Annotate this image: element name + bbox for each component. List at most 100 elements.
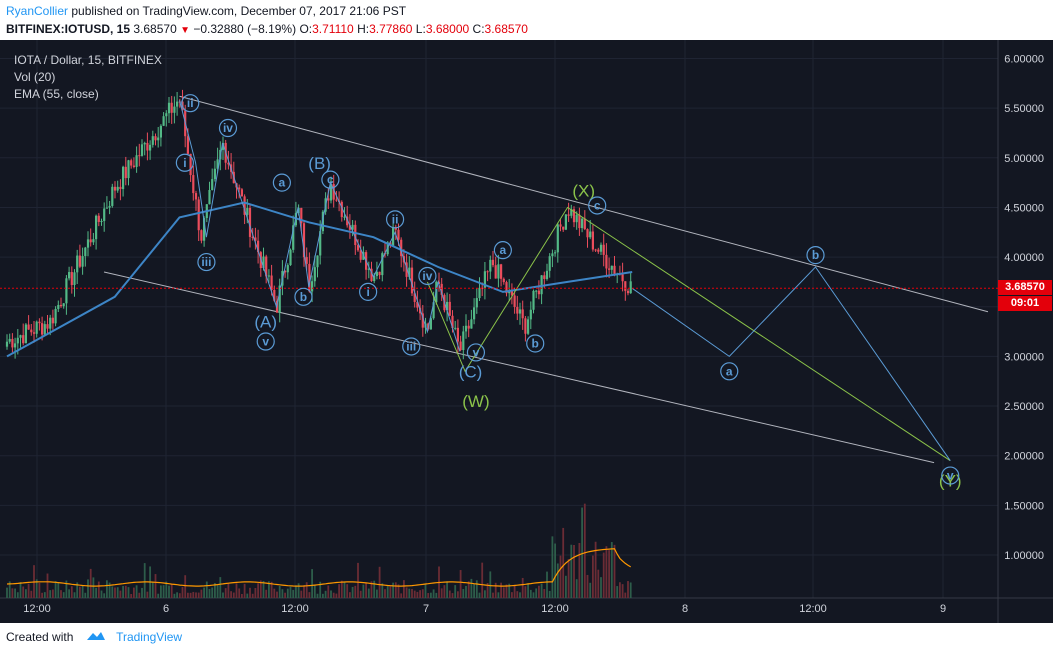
- candle-body: [429, 318, 432, 330]
- volume-bar: [381, 583, 384, 598]
- volume-bar: [508, 583, 511, 598]
- volume-bar: [173, 593, 176, 598]
- volume-bar: [502, 587, 505, 598]
- wave-label-circle: [385, 210, 405, 229]
- candle-body: [273, 289, 276, 301]
- wave-label-iii: iii: [201, 255, 211, 269]
- volume-bar: [427, 593, 430, 598]
- wave-label-circle: [526, 334, 545, 353]
- volume-bar: [54, 581, 57, 598]
- volume-bar: [405, 587, 408, 598]
- candle-body: [122, 166, 125, 190]
- candle-body: [524, 318, 527, 334]
- volume-bar: [359, 590, 362, 598]
- candle-body: [583, 218, 586, 230]
- wave-label-Y: (Y): [939, 472, 962, 491]
- candle-body: [613, 265, 616, 274]
- volume-bar: [178, 593, 181, 598]
- tradingview-link[interactable]: TradingView: [116, 630, 183, 644]
- volume-bar: [311, 569, 313, 598]
- footer: Created with TradingView: [6, 630, 182, 645]
- candle-body: [103, 208, 106, 221]
- bar-countdown-tag: 09:01: [998, 296, 1052, 312]
- wave-label-circle: [466, 343, 486, 362]
- candle-body: [127, 160, 130, 179]
- volume-bar: [354, 585, 357, 598]
- volume-bar: [432, 589, 435, 598]
- volume-bar: [281, 589, 284, 598]
- time-tick-label: 12:00: [23, 603, 51, 615]
- volume-bar: [313, 584, 316, 598]
- volume-bar: [262, 580, 265, 598]
- volume-bar: [303, 585, 305, 598]
- time-tick-label: 7: [423, 603, 429, 615]
- candle-body: [130, 160, 133, 166]
- volume-bar: [357, 562, 359, 598]
- volume-bar: [492, 592, 494, 598]
- volume-bar: [527, 583, 529, 598]
- author-link[interactable]: RyanCollier: [6, 4, 69, 18]
- volume-bar: [273, 588, 276, 598]
- volume-bar: [589, 582, 592, 598]
- candle-body: [397, 229, 400, 240]
- volume-bar: [111, 586, 114, 598]
- volume-bar: [243, 583, 246, 598]
- volume-bar: [265, 589, 268, 598]
- volume-bar: [365, 582, 367, 598]
- candle-body: [257, 240, 260, 253]
- candle-body: [138, 155, 141, 157]
- candle-body: [467, 325, 470, 329]
- volume-bar: [57, 582, 60, 598]
- volume-bar: [346, 584, 349, 598]
- candle-body: [602, 244, 605, 255]
- volume-bar: [535, 588, 538, 598]
- candle-body: [267, 275, 270, 277]
- candle-body: [194, 193, 198, 200]
- candle-body: [19, 335, 22, 338]
- volume-bar: [373, 580, 376, 598]
- candle-body: [105, 207, 108, 209]
- candle-body: [41, 323, 44, 335]
- candle-body: [375, 271, 378, 277]
- volume-bar: [608, 550, 610, 598]
- open-value: 3.71110: [312, 22, 354, 36]
- volume-bar: [505, 584, 508, 598]
- candle-body: [78, 255, 81, 267]
- volume-bar: [292, 589, 295, 598]
- candle-body: [410, 267, 414, 294]
- candle-body: [27, 324, 30, 330]
- volume-bar: [100, 590, 103, 598]
- wave-label-a: a: [500, 243, 507, 257]
- volume-bar: [230, 591, 232, 598]
- candle-body: [216, 159, 219, 169]
- volume-bar: [187, 592, 189, 598]
- candle-body: [570, 209, 573, 216]
- volume-bar: [289, 586, 292, 598]
- candle-body: [335, 199, 338, 201]
- volume-bar: [513, 584, 516, 598]
- volume-bar: [524, 586, 527, 598]
- symbol-info: BITFINEX:IOTUSD, 15 3.68570 ▼ −0.32880 (…: [6, 22, 528, 36]
- volume-bar: [467, 581, 470, 598]
- volume-bar: [403, 580, 405, 598]
- chart-area[interactable]: 6.000005.500005.000004.500004.000003.500…: [0, 40, 1053, 623]
- candle-body: [265, 256, 268, 277]
- volume-bar: [619, 582, 621, 598]
- candle-body: [286, 265, 289, 273]
- candle-body: [311, 281, 314, 292]
- volume-bar: [52, 589, 54, 598]
- candle-body: [554, 252, 557, 254]
- volume-bar: [284, 592, 286, 598]
- volume-bar: [305, 582, 308, 598]
- candle-body: [497, 264, 500, 279]
- price-chart[interactable]: 6.000005.500005.000004.500004.000003.500…: [0, 40, 1053, 623]
- volume-bar: [95, 587, 97, 598]
- volume-bar: [629, 582, 632, 598]
- volume-bar: [84, 592, 87, 598]
- volume-bar: [548, 590, 551, 598]
- volume-bar: [475, 580, 478, 598]
- candle-body: [329, 184, 333, 201]
- volume-bars: [6, 503, 632, 598]
- tradingview-logo-icon: [85, 630, 107, 645]
- volume-bar: [154, 574, 157, 598]
